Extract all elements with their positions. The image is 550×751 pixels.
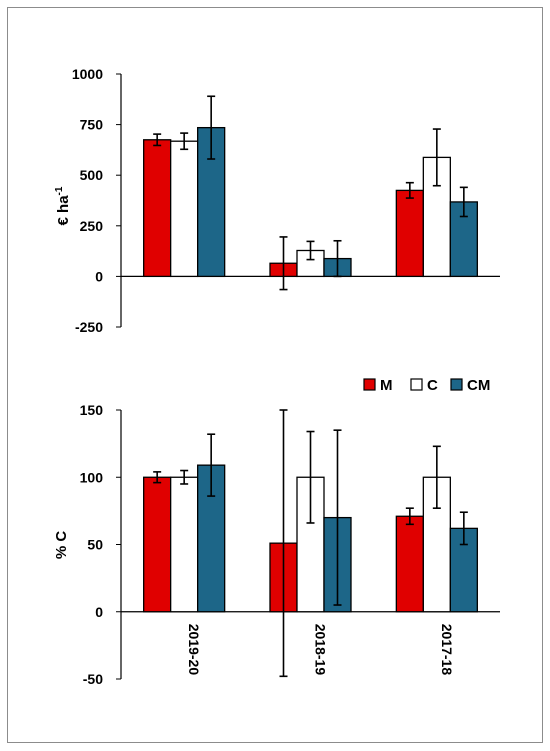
top-y-tick-label: 500 (80, 167, 104, 183)
top-bar-m-2019-20 (143, 139, 172, 278)
top-y-tick-label: 250 (80, 218, 104, 234)
top-bar-m-2017-18 (395, 189, 424, 278)
bottom-y-tick-label: 0 (95, 604, 103, 620)
bottom-y-axis-label: % C (53, 531, 70, 560)
legend-swatch-m (363, 378, 376, 391)
legend-label-cm: CM (467, 377, 490, 394)
bottom-bar-m-2017-18 (395, 515, 424, 613)
bottom-y-tick-label: 150 (80, 402, 104, 418)
legend-label-c: C (427, 377, 438, 394)
figure-frame (7, 7, 543, 743)
legend-swatch-cm (450, 378, 463, 391)
top-bar-c-2019-20 (170, 140, 199, 278)
legend: M C CM (363, 377, 490, 394)
x-category-label: 2018-19 (313, 624, 329, 676)
bottom-bar-c-2019-20 (170, 476, 199, 613)
legend-swatch-c (410, 378, 423, 391)
bottom-y-tick-label: 50 (87, 537, 103, 553)
top-chart: € ha-1 1000 750 500 250 0 -250 (54, 66, 500, 335)
bottom-chart: % C 150 100 50 0 -50 2019-20 2018-19 2017-18 M C C… (53, 377, 500, 687)
x-category-label: 2017-18 (439, 624, 455, 676)
bottom-y-tick-label: -50 (83, 671, 103, 687)
x-category-label: 2019-20 (186, 624, 202, 676)
bottom-y-tick-label: 100 (80, 469, 104, 485)
top-y-tick-label: -250 (75, 319, 103, 335)
legend-label-m: M (380, 377, 393, 394)
top-y-axis-label: € ha-1 (54, 186, 72, 225)
top-y-tick-label: 0 (95, 268, 103, 284)
top-y-tick-label: 1000 (72, 66, 103, 82)
bottom-bar-m-2019-20 (143, 476, 172, 613)
top-y-tick-label: 750 (80, 117, 104, 133)
